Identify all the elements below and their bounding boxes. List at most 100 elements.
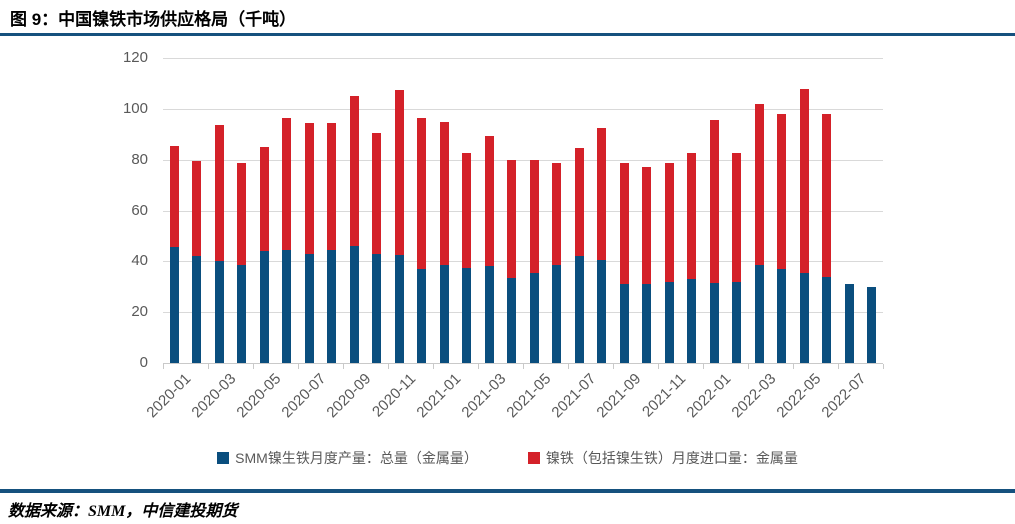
bar-segment-production bbox=[777, 268, 787, 363]
y-axis-label: 80 bbox=[131, 150, 148, 168]
axis-tick bbox=[703, 364, 704, 369]
axis-tick bbox=[253, 364, 254, 369]
bar-segment-imports bbox=[822, 113, 832, 277]
axis-tick bbox=[163, 364, 164, 369]
bar-segment-imports bbox=[754, 103, 764, 266]
gridline bbox=[163, 159, 883, 161]
bar-segment-imports bbox=[799, 88, 809, 273]
axis-tick bbox=[748, 364, 749, 369]
x-axis-label: 2020-07 bbox=[278, 370, 330, 422]
axis-tick bbox=[883, 364, 884, 369]
bar-segment-production bbox=[754, 265, 764, 363]
bar-segment-production bbox=[214, 261, 224, 363]
bar-segment-production bbox=[867, 286, 877, 363]
bar-segment-production bbox=[642, 284, 652, 363]
axis-tick bbox=[838, 364, 839, 369]
axis-tick bbox=[343, 364, 344, 369]
x-axis-label: 2021-11 bbox=[639, 370, 690, 421]
axis-tick bbox=[208, 364, 209, 369]
bar-segment-imports bbox=[484, 135, 494, 267]
x-axis-line bbox=[163, 363, 883, 364]
gridline bbox=[163, 108, 883, 110]
bar-segment-imports bbox=[664, 163, 674, 282]
bar-segment-production bbox=[664, 281, 674, 363]
bar-segment-production bbox=[799, 272, 809, 363]
bar-segment-imports bbox=[169, 145, 179, 248]
x-axis-label: 2022-01 bbox=[683, 370, 735, 422]
bar-segment-imports bbox=[282, 117, 292, 250]
x-axis-label: 2020-11 bbox=[369, 370, 420, 421]
legend-swatch-imports-icon bbox=[527, 452, 540, 464]
legend-label-imports: 镍铁（包括镍生铁）月度进口量：金属量 bbox=[545, 450, 798, 466]
bar-segment-imports bbox=[552, 163, 562, 266]
axis-tick bbox=[568, 364, 569, 369]
bar-segment-imports bbox=[732, 153, 742, 282]
y-axis-label: 0 bbox=[139, 354, 148, 371]
x-axis-label: 2020-05 bbox=[233, 370, 285, 422]
x-axis-label: 2021-03 bbox=[458, 370, 510, 422]
bar-segment-production bbox=[237, 265, 247, 363]
bar-segment-imports bbox=[709, 120, 719, 283]
bar-segment-imports bbox=[349, 96, 359, 247]
legend-label-production: SMM镍生铁月度产量：总量（金属量） bbox=[235, 450, 478, 466]
figure-title: 图 9：中国镍铁市场供应格局（千吨） bbox=[10, 10, 297, 29]
bar-segment-production bbox=[687, 279, 697, 363]
bottom-divider bbox=[0, 489, 1015, 493]
data-source: 数据来源：SMM，中信建投期货 bbox=[8, 503, 238, 520]
bar-segment-production bbox=[619, 284, 629, 363]
bar-segment-imports bbox=[597, 127, 607, 261]
top-divider bbox=[0, 33, 1015, 36]
bar-segment-imports bbox=[237, 163, 247, 266]
x-axis-label: 2022-07 bbox=[818, 370, 870, 422]
bar-segment-imports bbox=[214, 125, 224, 262]
bar-segment-production bbox=[282, 249, 292, 363]
bar-segment-production bbox=[484, 266, 494, 363]
chart-legend: SMM镍生铁月度产量：总量（金属量） 镍铁（包括镍生铁）月度进口量：金属量 bbox=[0, 448, 1015, 468]
legend-swatch-production-icon bbox=[217, 452, 230, 464]
bar-segment-production bbox=[529, 272, 539, 363]
bar-segment-imports bbox=[462, 153, 472, 268]
bar-segment-production bbox=[552, 265, 562, 363]
bar-segment-production bbox=[462, 267, 472, 363]
bar-segment-imports bbox=[642, 167, 652, 285]
y-axis-label: 60 bbox=[131, 201, 148, 219]
bar-segment-imports bbox=[259, 146, 269, 252]
bar-segment-production bbox=[844, 284, 854, 363]
bar-segment-imports bbox=[619, 163, 629, 285]
bar-segment-imports bbox=[529, 159, 539, 273]
y-axis-label: 100 bbox=[122, 99, 148, 117]
x-axis-label: 2021-01 bbox=[413, 370, 465, 422]
axis-tick bbox=[793, 364, 794, 369]
x-axis-label: 2021-07 bbox=[548, 370, 600, 422]
bar-segment-production bbox=[709, 282, 719, 363]
bar-segment-imports bbox=[394, 89, 404, 255]
gridline bbox=[163, 312, 883, 314]
bar-segment-imports bbox=[192, 160, 202, 257]
y-axis-label: 120 bbox=[122, 49, 148, 66]
gridline bbox=[163, 210, 883, 212]
bar-segment-imports bbox=[687, 153, 697, 280]
axis-tick bbox=[523, 364, 524, 369]
bar-segment-production bbox=[439, 265, 449, 363]
legend-item-production: SMM镍生铁月度产量：总量（金属量） bbox=[217, 448, 478, 468]
bar-segment-production bbox=[597, 260, 607, 363]
x-axis-label: 2022-03 bbox=[728, 370, 780, 422]
bar-segment-imports bbox=[372, 132, 382, 254]
bar-segment-production bbox=[574, 256, 584, 363]
bar-segment-production bbox=[507, 277, 517, 363]
y-axis-label: 40 bbox=[131, 252, 148, 270]
x-axis-label: 2020-09 bbox=[323, 370, 375, 422]
bar-segment-imports bbox=[304, 122, 314, 254]
bar-segment-production bbox=[327, 249, 337, 363]
gridline bbox=[163, 261, 883, 263]
axis-tick bbox=[658, 364, 659, 369]
bar-segment-imports bbox=[417, 117, 427, 269]
x-axis-label: 2020-01 bbox=[143, 370, 195, 422]
bar-segment-imports bbox=[574, 148, 584, 257]
gridline bbox=[163, 58, 883, 59]
bar-segment-imports bbox=[777, 113, 787, 269]
x-axis-label: 2021-09 bbox=[593, 370, 645, 422]
axis-tick bbox=[388, 364, 389, 369]
bar-segment-production bbox=[259, 251, 269, 363]
axis-tick bbox=[433, 364, 434, 369]
